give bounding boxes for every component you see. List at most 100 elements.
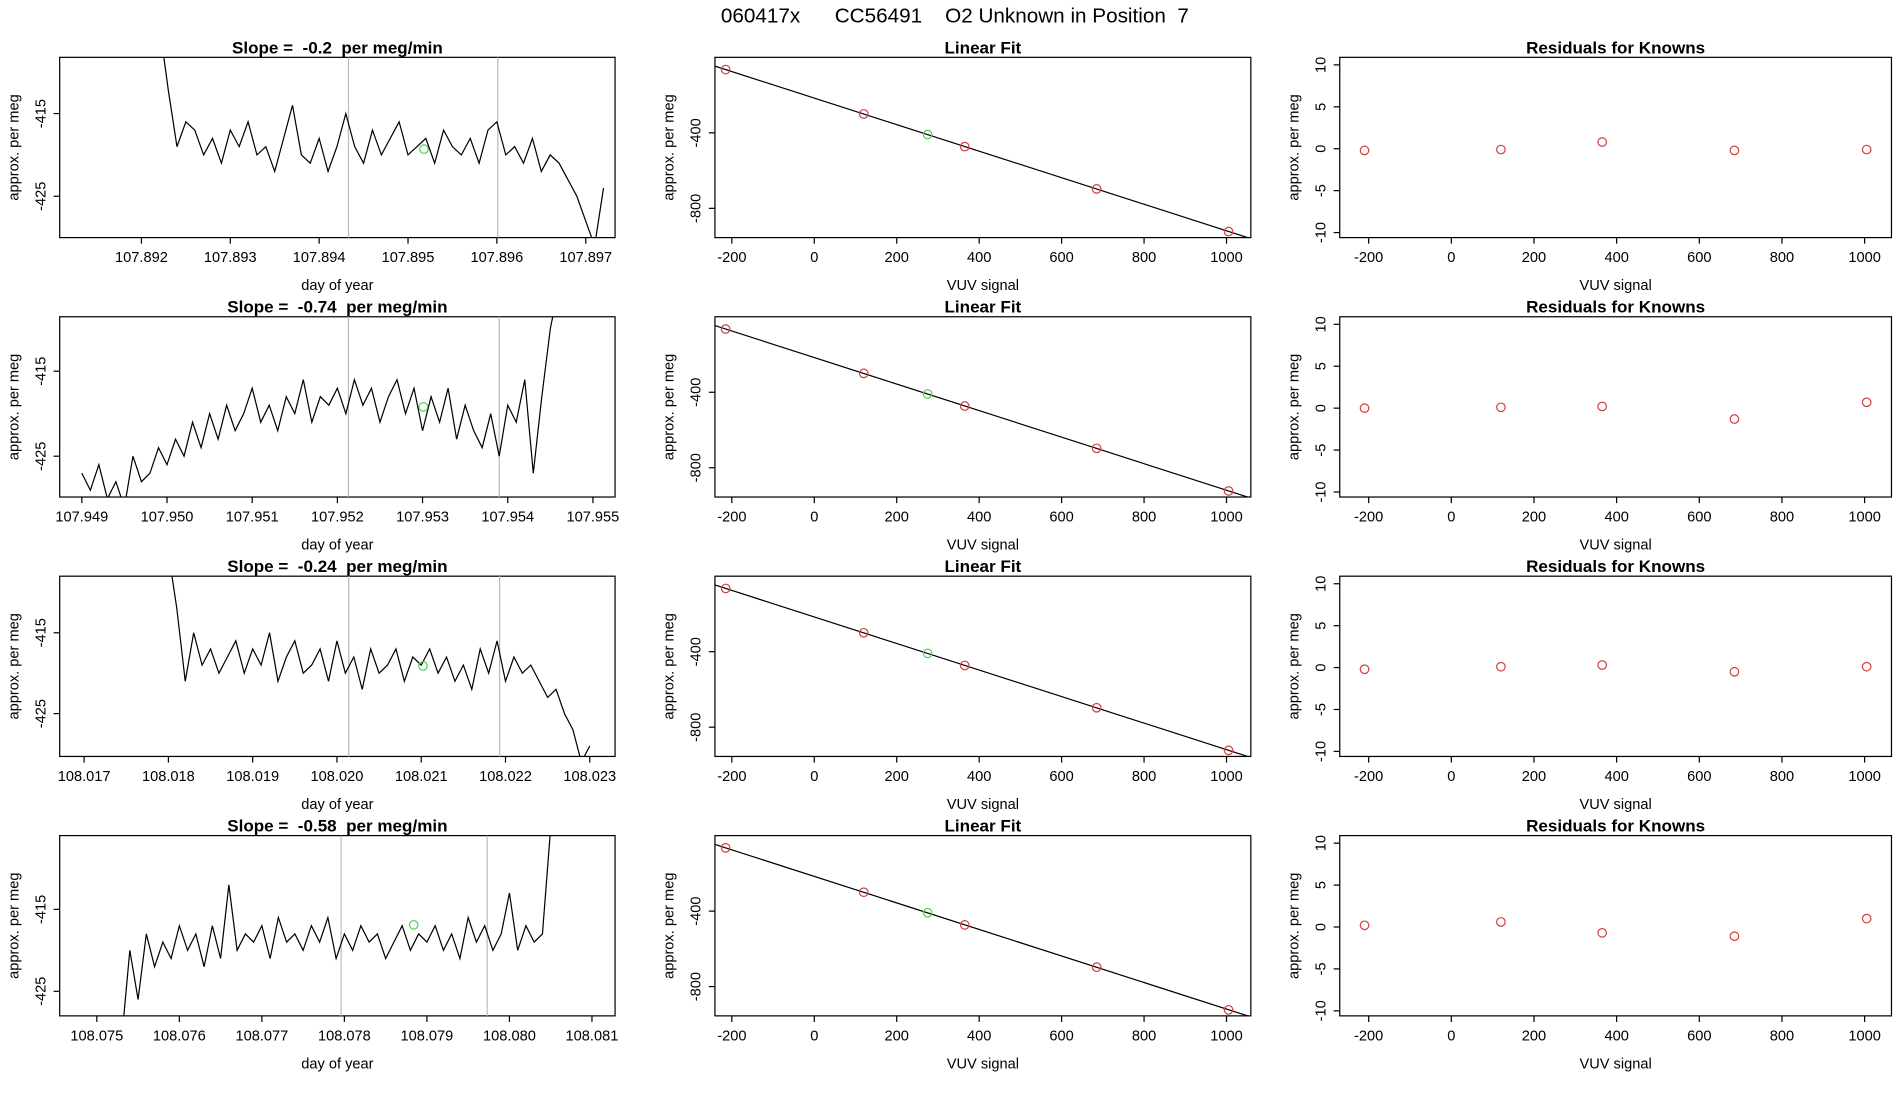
point [1223, 486, 1234, 496]
panel-title: Linear Fit [945, 817, 1022, 836]
fit-line [714, 65, 1250, 238]
y-axis-title: approx. per meg [6, 94, 22, 200]
x-tick-label: 107.894 [293, 250, 346, 266]
x-tick-label: 200 [885, 250, 909, 266]
x-tick-label: 107.950 [141, 510, 194, 526]
x-tick-label: 800 [1132, 769, 1156, 785]
point [720, 324, 731, 334]
point [1091, 702, 1102, 713]
x-tick-label: 1000 [1210, 769, 1243, 785]
panel-title: Slope = -0.74 per meg/min [227, 298, 447, 317]
point [959, 141, 970, 152]
point [720, 583, 731, 594]
panel: Slope = -0.74 per meg/min day of year appr… [6, 298, 620, 554]
plot-frame [714, 316, 1252, 498]
unknown-point [922, 389, 933, 399]
panel: Linear Fit VUV signal approx. per meg -200 0… [662, 817, 1252, 1072]
point [1861, 397, 1872, 408]
x-tick-label: 0 [1447, 1028, 1455, 1044]
y-axis-title: approx. per meg [1287, 354, 1303, 460]
panel-title: Residuals for Knowns [1526, 557, 1705, 576]
x-tick-label: 1000 [1210, 510, 1243, 526]
x-tick-label: 107.955 [567, 510, 620, 526]
panel: Linear Fit VUV signal approx. per meg -200 0… [662, 557, 1252, 813]
x-axis-title: day of year [301, 278, 373, 294]
x-tick-label: 800 [1132, 1028, 1156, 1044]
fit-line [714, 843, 1250, 1016]
point [959, 401, 970, 411]
y-axis-title: approx. per meg [662, 613, 678, 719]
plot-frame [714, 834, 1252, 1017]
point [1091, 184, 1102, 194]
data-line [163, 57, 605, 238]
point [1359, 403, 1370, 414]
y-tick-label: -10 [1313, 481, 1329, 502]
x-axis-title: VUV signal [947, 797, 1019, 813]
y-axis-title: approx. per meg [6, 873, 22, 979]
x-tick-label: 107.895 [382, 250, 435, 266]
y-tick-label: -800 [689, 453, 705, 482]
y-axis-title: approx. per meg [1287, 94, 1303, 200]
plot-frame [59, 316, 616, 498]
y-axis-title: approx. per meg [662, 873, 678, 979]
y-axis-title: approx. per meg [1287, 873, 1303, 979]
panel: Slope = -0.58 per meg/min day of year appr… [6, 817, 618, 1073]
point [959, 660, 970, 671]
y-tick-label: 0 [1313, 923, 1329, 931]
point [1729, 931, 1740, 942]
x-tick-label: 1000 [1210, 1028, 1243, 1044]
panel: Residuals for Knowns VUV signal approx. pe… [1287, 557, 1893, 813]
x-tick-label: 1000 [1848, 510, 1881, 526]
point [720, 64, 731, 75]
y-axis-title: approx. per meg [6, 354, 22, 460]
panel: Residuals for Knowns VUV signal approx. pe… [1287, 817, 1893, 1072]
x-axis-title: VUV signal [947, 1056, 1019, 1072]
y-tick-label: -425 [33, 442, 49, 471]
point [1729, 666, 1740, 677]
x-tick-label: 600 [1049, 1028, 1073, 1044]
y-axis-title: approx. per meg [1287, 613, 1303, 719]
point [1729, 414, 1740, 424]
x-tick-label: 400 [967, 510, 991, 526]
point [1729, 145, 1740, 156]
y-tick-label: -415 [33, 357, 49, 386]
unknown-point [418, 661, 428, 671]
fit-line [714, 324, 1250, 498]
y-tick-label: 0 [1313, 404, 1329, 412]
point [1091, 962, 1102, 973]
y-tick-label: -800 [689, 972, 705, 1001]
panel: Linear Fit VUV signal approx. per meg -200 0… [662, 38, 1252, 294]
x-tick-label: 200 [1522, 769, 1546, 785]
plot-frame [714, 575, 1252, 758]
y-tick-label: -400 [689, 896, 705, 925]
x-tick-label: 400 [1604, 1028, 1628, 1044]
y-tick-label: -800 [689, 194, 705, 223]
x-tick-label: 600 [1687, 769, 1711, 785]
y-tick-label: 5 [1313, 881, 1329, 889]
x-tick-label: 0 [1447, 769, 1455, 785]
x-tick-label: 0 [1447, 250, 1455, 266]
plot-frame [1339, 56, 1893, 239]
x-tick-label: 0 [810, 1028, 818, 1044]
x-tick-label: 108.080 [483, 1028, 536, 1044]
x-tick-label: -200 [1354, 510, 1383, 526]
x-axis-title: VUV signal [1579, 1056, 1651, 1072]
y-tick-label: 0 [1313, 664, 1329, 672]
point [858, 887, 869, 898]
x-tick-label: 108.022 [479, 769, 532, 785]
y-tick-label: 10 [1313, 316, 1329, 332]
panel-title: Linear Fit [945, 298, 1022, 317]
x-tick-label: 400 [967, 250, 991, 266]
x-tick-label: 400 [1604, 510, 1628, 526]
x-tick-label: -200 [1354, 250, 1383, 266]
y-tick-label: -5 [1313, 444, 1329, 457]
x-tick-label: 800 [1770, 510, 1794, 526]
x-tick-label: 200 [885, 510, 909, 526]
point [1496, 661, 1506, 672]
point [1223, 226, 1234, 237]
x-axis-title: VUV signal [947, 278, 1019, 294]
x-tick-label: 400 [1604, 250, 1628, 266]
y-tick-label: -415 [33, 895, 49, 924]
y-tick-label: -425 [33, 699, 49, 728]
panel-title: Linear Fit [945, 38, 1022, 57]
